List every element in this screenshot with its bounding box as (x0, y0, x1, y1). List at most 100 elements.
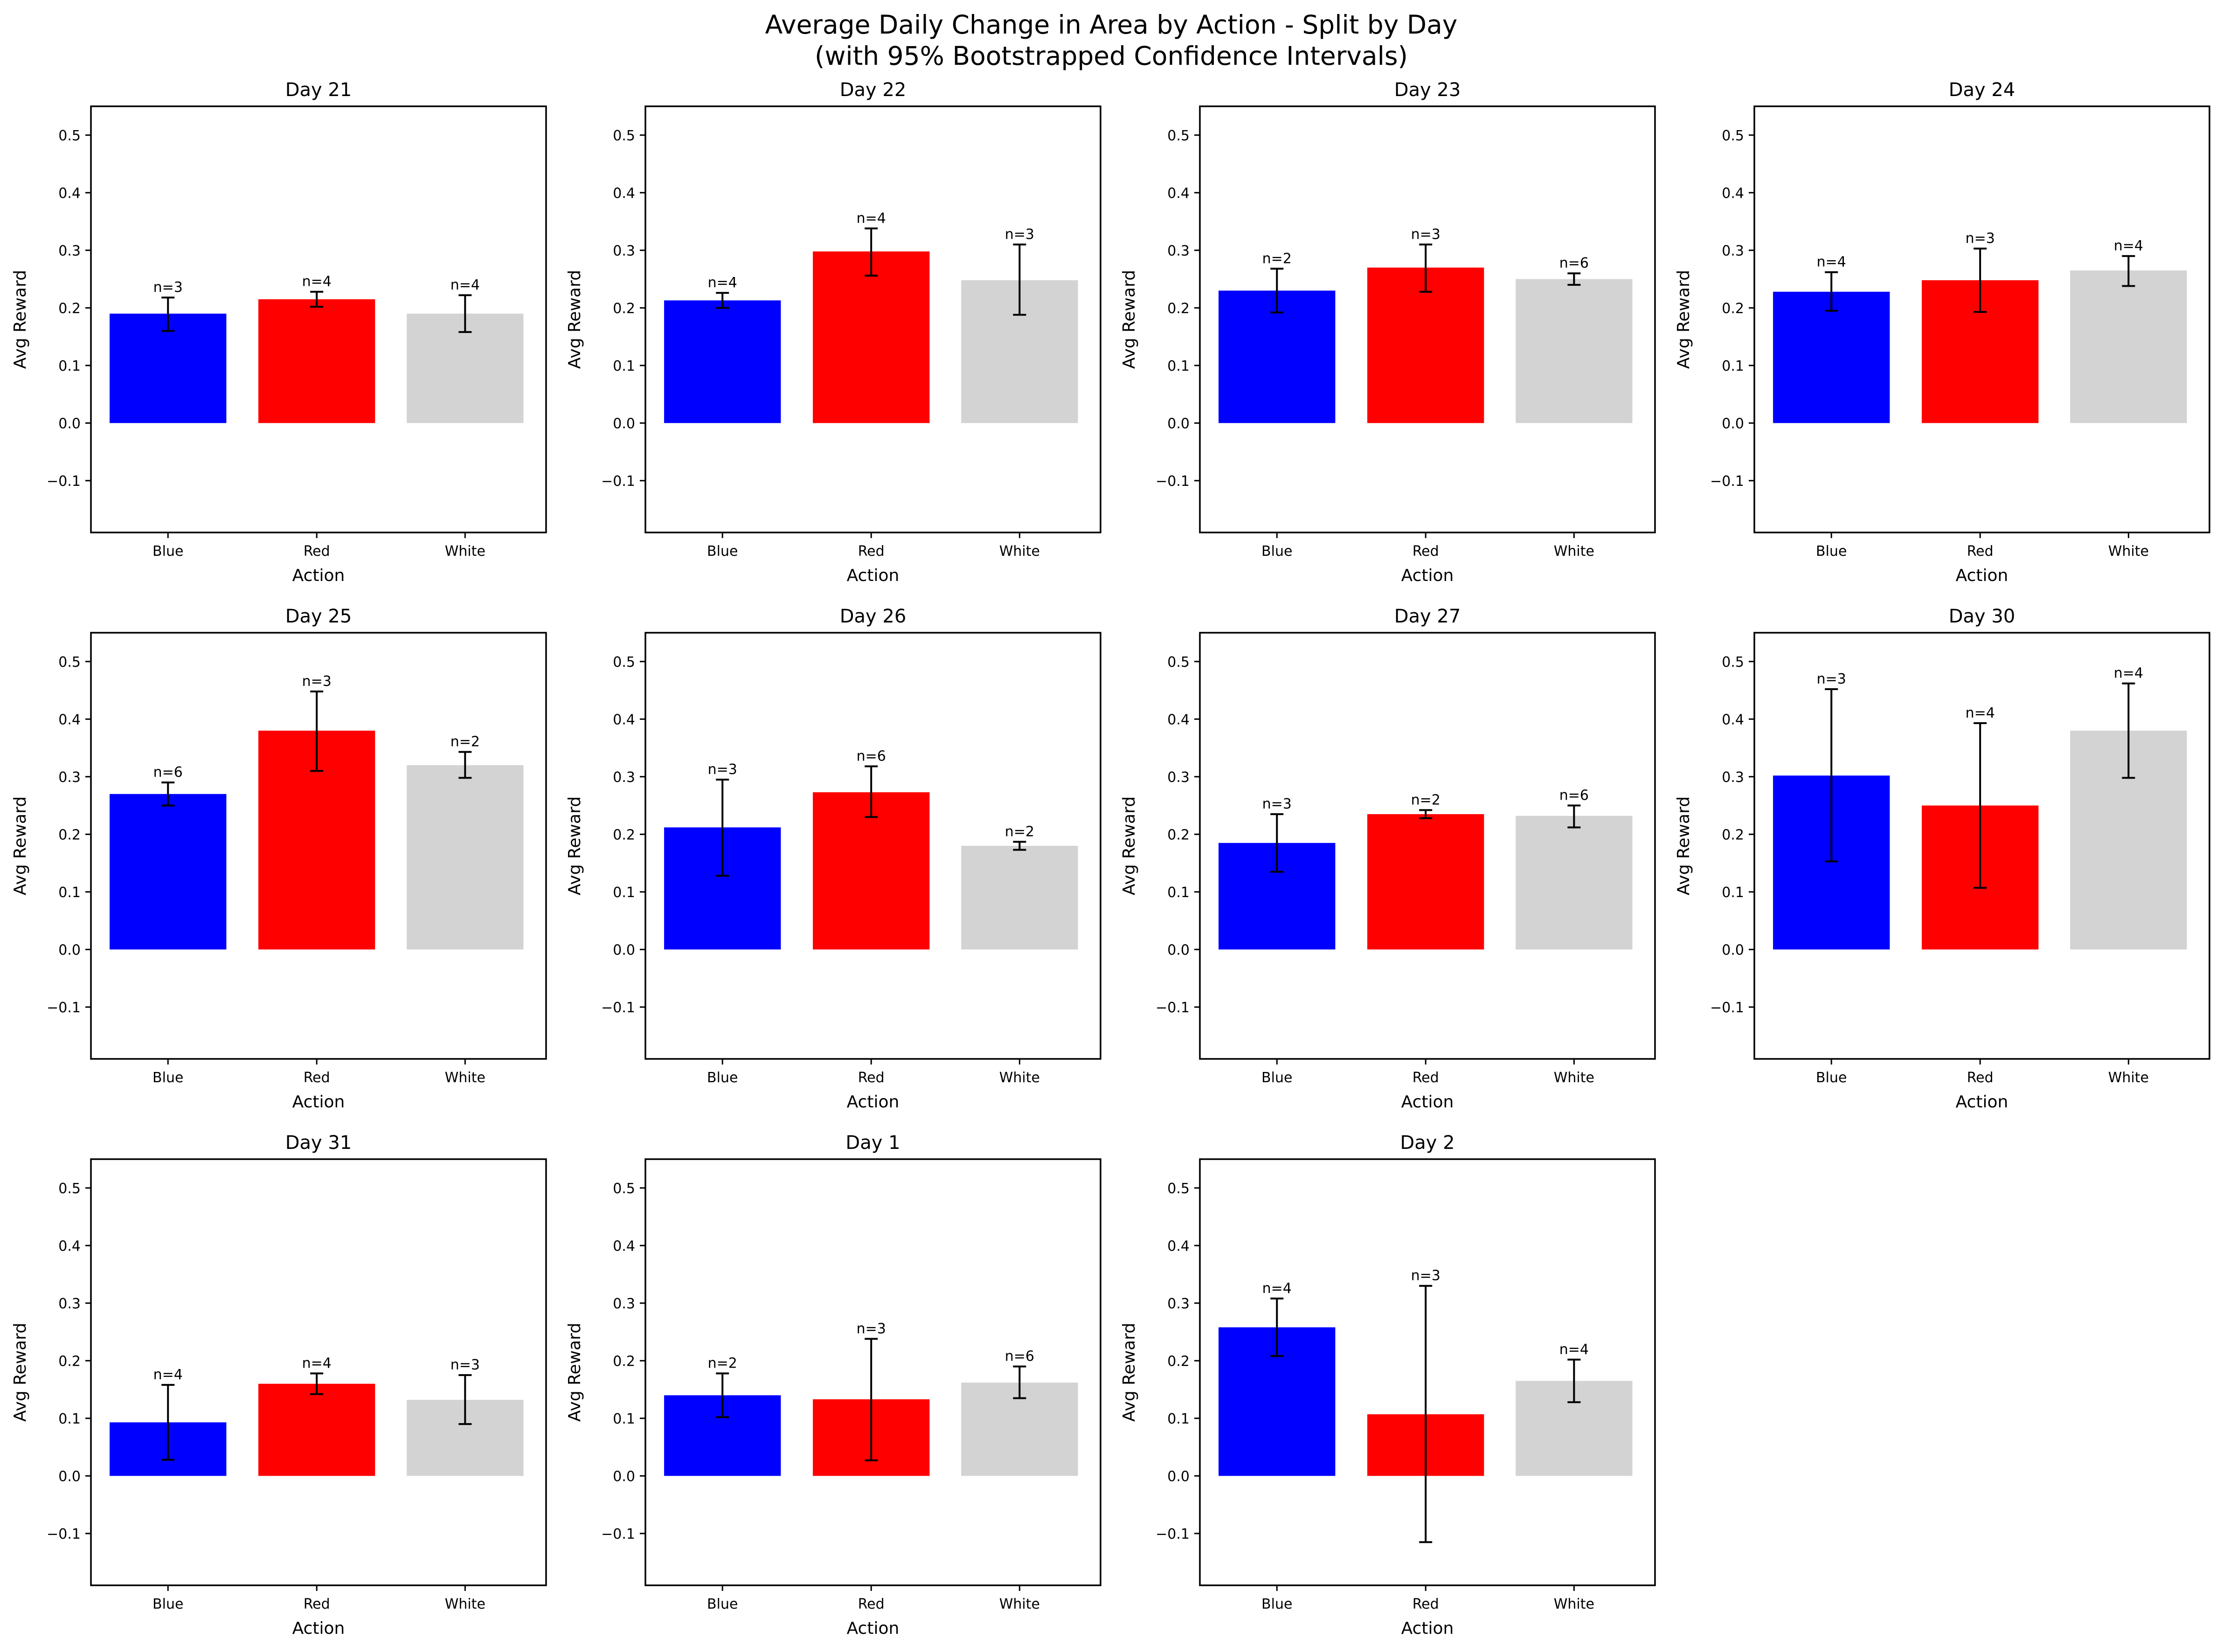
y-tick-label: 0.0 (58, 415, 81, 432)
x-tick-label-white: White (1554, 543, 1594, 560)
subplot-day-30: Day 30 n=3 Blue n=4 Red n=4 White −0.1 0.0 0.1 0.2… (1674, 606, 2210, 1112)
n-label-blue: n=3 (708, 761, 737, 778)
y-axis-label: Avg Reward (1674, 270, 1693, 369)
error-bar-red (1419, 1285, 1433, 1543)
error-bar-blue (161, 781, 175, 807)
n-label-white: n=6 (1559, 788, 1589, 804)
subplot-title: Day 23 (1394, 79, 1461, 101)
x-tick-label-blue: Blue (1816, 1070, 1847, 1086)
error-bar-red (865, 1338, 878, 1461)
x-tick-label-blue: Blue (707, 543, 738, 560)
x-tick-label-red: Red (304, 543, 330, 560)
y-tick-label: 0.1 (1722, 885, 1744, 901)
subplot-day-2: Day 2 n=4 Blue n=3 Red n=4 White −0.1 0.0 0.1 0.2 0… (1120, 1132, 1656, 1638)
y-tick-label: 0.0 (1167, 1468, 1190, 1485)
n-label-red: n=3 (1966, 230, 1995, 247)
n-label-red: n=3 (857, 1320, 886, 1337)
y-tick-label: −0.1 (601, 473, 635, 490)
y-tick-label: 0.2 (58, 300, 81, 317)
subplot-title: Day 27 (1394, 606, 1461, 627)
y-tick-label: 0.5 (1722, 654, 1744, 670)
y-tick-label: 0.0 (613, 415, 635, 432)
n-label-white: n=6 (1005, 1348, 1034, 1365)
y-tick-label: 0.4 (58, 712, 81, 728)
y-tick-label: 0.2 (1167, 300, 1190, 317)
y-tick-label: 0.3 (58, 769, 81, 786)
error-bar-blue (1825, 271, 1838, 312)
y-tick-label: 0.2 (613, 827, 635, 843)
subplots-grid: Day 21 n=3 Blue n=4 Red n=4 White −0.1 0.0 0.1 0.2… (11, 79, 2210, 1638)
subplot-day-21: Day 21 n=3 Blue n=4 Red n=4 White −0.1 0.0 0.1 0.2… (11, 79, 547, 585)
y-axis-label: Avg Reward (1120, 796, 1139, 895)
axes-frame (644, 1158, 1101, 1586)
error-bar-red (865, 765, 878, 818)
subplot-title: Day 30 (1949, 606, 2015, 627)
y-tick-label: 0.5 (1722, 128, 1744, 144)
y-tick-label: 0.4 (58, 185, 81, 201)
error-bar-red (865, 227, 878, 277)
error-bar-blue (1270, 1297, 1284, 1357)
y-tick-label: 0.4 (1722, 712, 1744, 728)
y-axis-label: Avg Reward (1120, 270, 1139, 369)
x-tick-label-red: Red (858, 1596, 885, 1612)
x-tick-label-red: Red (858, 1070, 885, 1086)
y-tick-label: 0.0 (613, 1468, 635, 1485)
x-tick-label-red: Red (1967, 543, 1994, 560)
y-tick-label: −0.1 (1710, 473, 1744, 490)
x-tick-label-blue: Blue (1261, 1596, 1292, 1612)
axes-frame (1753, 632, 2210, 1060)
y-tick-label: 0.2 (58, 827, 81, 843)
y-axis-label: Avg Reward (11, 1323, 30, 1422)
axes-frame (644, 632, 1101, 1060)
subplot-title: Day 21 (285, 79, 352, 101)
y-tick-label: 0.5 (613, 654, 635, 670)
y-tick-label: 0.1 (1167, 358, 1190, 374)
y-tick-label: 0.1 (613, 358, 635, 374)
bar-white (1516, 279, 1633, 423)
y-tick-label: 0.3 (1167, 769, 1190, 786)
bar-red (813, 792, 930, 950)
x-tick-label-blue: Blue (1261, 543, 1292, 560)
y-tick-label: 0.1 (58, 358, 81, 374)
y-axis-label: Avg Reward (1120, 1323, 1139, 1422)
x-tick-label-blue: Blue (152, 543, 183, 560)
subplot-title: Day 2 (1400, 1132, 1454, 1154)
y-tick-label: 0.2 (1722, 827, 1744, 843)
y-tick-label: 0.4 (613, 1238, 635, 1254)
axes-frame (1753, 105, 2210, 533)
y-tick-label: 0.3 (1722, 769, 1744, 786)
x-tick-label-white: White (445, 1070, 485, 1086)
x-tick-label-white: White (2108, 543, 2149, 560)
y-tick-label: 0.4 (1167, 185, 1190, 201)
y-tick-label: −0.1 (601, 1526, 635, 1542)
error-bar-white (1567, 804, 1581, 829)
n-label-blue: n=3 (153, 279, 183, 296)
n-label-white: n=4 (2114, 238, 2143, 254)
y-tick-label: 0.5 (58, 1181, 81, 1197)
x-tick-label-white: White (999, 1070, 1040, 1086)
n-label-white: n=4 (450, 277, 480, 293)
subplot-title: Day 31 (285, 1132, 352, 1154)
y-tick-label: 0.1 (613, 885, 635, 901)
bar-red (258, 299, 375, 423)
y-tick-label: 0.3 (613, 243, 635, 259)
axes-frame (644, 105, 1101, 533)
x-tick-label-red: Red (1413, 1596, 1439, 1612)
y-tick-label: 0.2 (1167, 1353, 1190, 1369)
y-tick-label: 0.5 (1167, 1181, 1190, 1197)
error-bar-blue (1825, 688, 1838, 863)
y-tick-label: 0.1 (1167, 885, 1190, 901)
y-axis-label: Avg Reward (565, 270, 584, 369)
n-label-blue: n=4 (1262, 1280, 1292, 1297)
n-label-red: n=4 (302, 274, 332, 290)
x-tick-label-red: Red (1413, 1070, 1439, 1086)
bar-red (813, 251, 930, 423)
bar-red (1367, 267, 1484, 423)
subplot-day-23: Day 23 n=2 Blue n=3 Red n=6 White −0.1 0.0 0.1 0.2… (1120, 79, 1656, 585)
axes-frame (1199, 1158, 1656, 1586)
y-tick-label: 0.4 (1722, 185, 1744, 201)
bar-blue (1773, 291, 1890, 423)
x-axis-label: Action (1401, 566, 1454, 585)
error-bar-blue (716, 778, 729, 877)
error-bar-white (1013, 1365, 1026, 1399)
